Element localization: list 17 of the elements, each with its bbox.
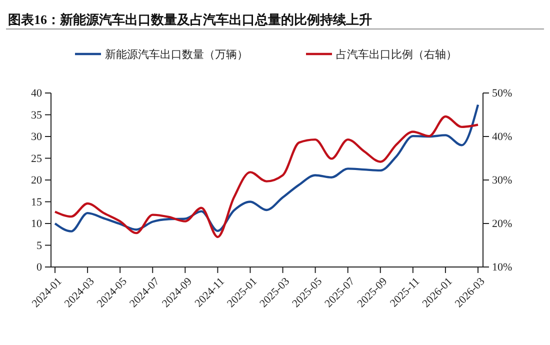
y-tick-label: 5 [36, 240, 42, 252]
y2-tick-label: 30% [492, 174, 512, 187]
y-tick-label: 0 [36, 262, 42, 274]
y-tick-label: 20 [31, 174, 42, 187]
y-tick-label: 15 [31, 196, 42, 208]
y2-tick-label: 40% [492, 131, 512, 144]
y2-tick-label: 20% [492, 218, 512, 230]
y2-tick-label: 10% [492, 262, 512, 274]
chart-title: 图表16：新能源汽车出口数量及占汽车出口总量的比例持续上升 [8, 12, 372, 27]
legend-label: 占汽车出口比例（右轴） [336, 48, 457, 61]
y2-tick-label: 50% [492, 88, 512, 100]
y-tick-label: 25 [31, 152, 42, 165]
y-tick-label: 35 [31, 109, 42, 122]
y-tick-label: 40 [31, 88, 42, 100]
legend-label: 新能源汽车出口数量（万辆） [105, 48, 248, 61]
y-tick-label: 30 [31, 131, 42, 144]
y-tick-label: 10 [31, 218, 42, 230]
